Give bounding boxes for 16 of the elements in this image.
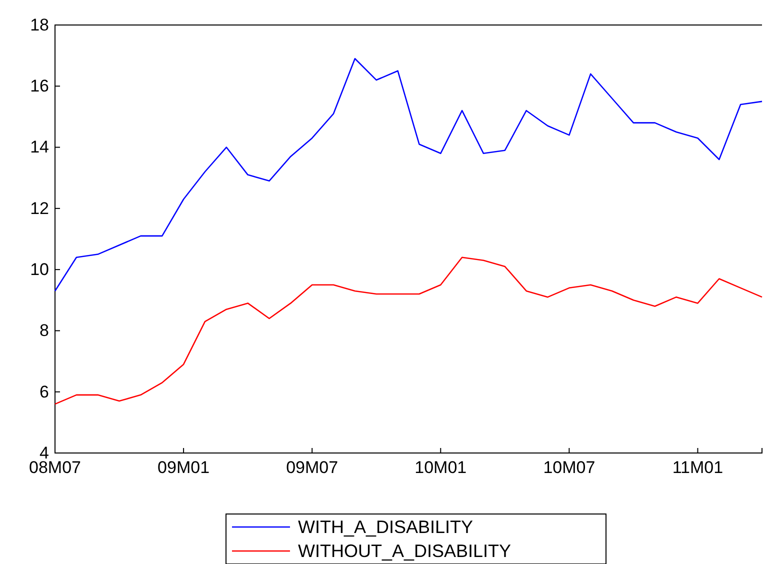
x-tick-label: 10M07 — [543, 458, 596, 478]
x-tick-label: 09M07 — [286, 458, 338, 478]
x-tick-label: 10M01 — [414, 458, 467, 478]
y-tick-label: 18 — [30, 15, 49, 34]
y-tick-label: 12 — [30, 198, 49, 218]
legend-label: WITHOUT_A_DISABILITY — [298, 541, 512, 561]
line-series — [54, 58, 763, 292]
legend-label: WITH_A_DISABILITY — [298, 517, 474, 537]
y-tick-label: 14 — [30, 138, 49, 157]
line-series — [54, 256, 763, 405]
x-tick-label: 11M01 — [672, 458, 724, 478]
y-tick-label: 6 — [40, 382, 49, 402]
y-tick-label: 16 — [30, 76, 49, 96]
y-tick-label: 10 — [30, 260, 49, 280]
y-tick-label: 8 — [40, 321, 49, 340]
x-tick-label: 09M01 — [158, 458, 210, 478]
